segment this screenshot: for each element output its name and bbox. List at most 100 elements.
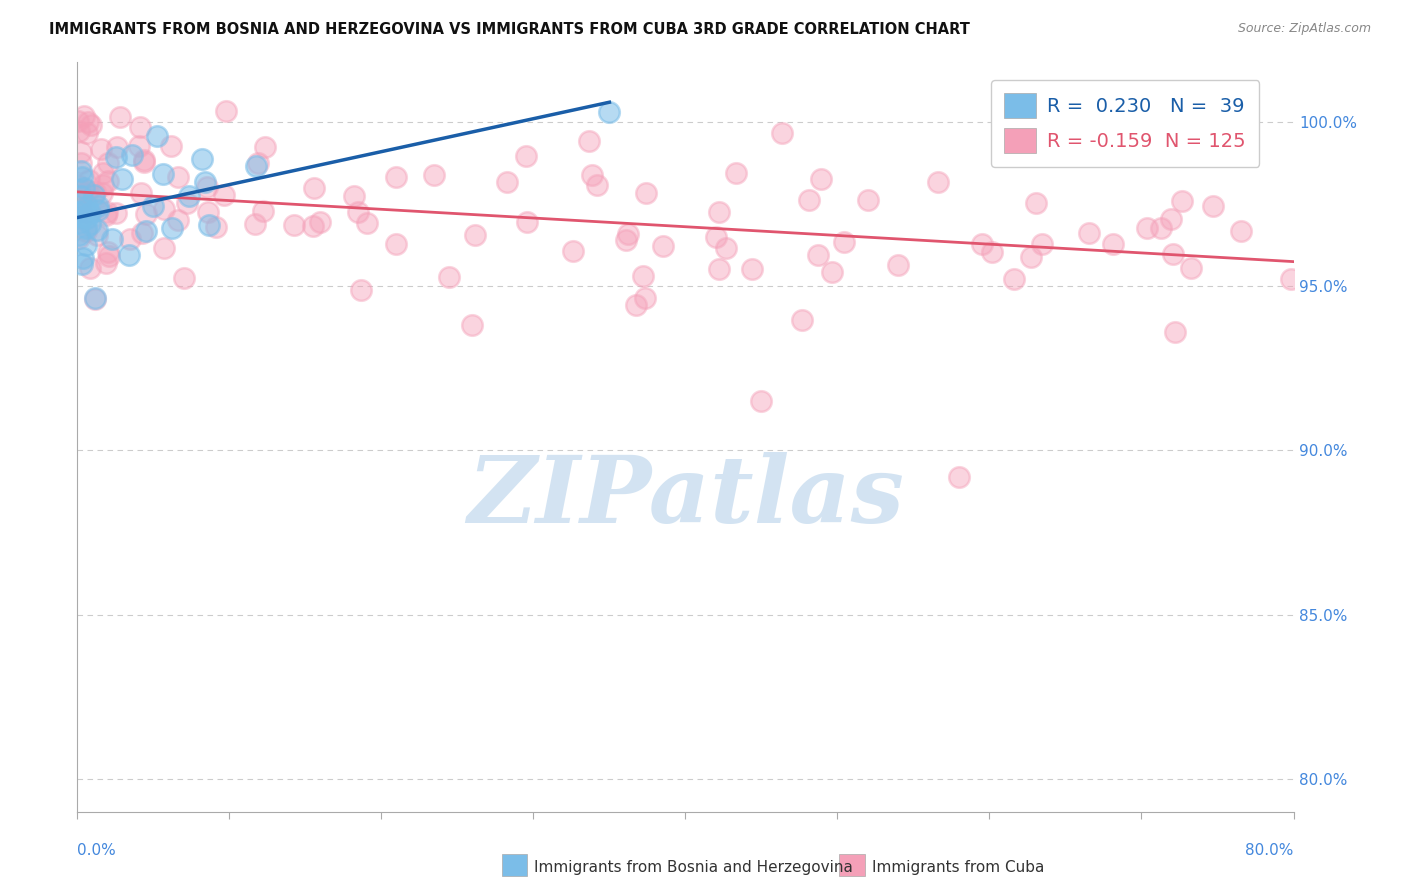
Point [346,205,368,219]
Point [76,211,98,225]
Point [67,178,90,192]
Point [562,244,585,258]
Point [614,233,637,247]
Point [205,219,228,234]
Point [87,203,110,218]
Point [69,183,91,197]
Point [131,226,153,240]
Point [91,186,114,201]
Point [91,178,114,193]
Point [245,160,267,174]
Point [792,312,814,326]
Point [118,231,141,245]
Point [75,238,97,252]
Point [87,199,110,213]
Point [76,126,98,140]
Point [129,120,152,135]
Point [77,184,100,198]
Point [67,216,90,230]
Point [135,207,157,221]
Point [67,205,90,219]
Point [75,203,97,218]
Point [90,142,112,156]
Point [1230,224,1253,238]
Point [145,129,167,144]
Point [91,165,114,179]
Point [385,170,408,185]
Point [1171,194,1194,209]
Point [247,156,270,170]
Point [1202,199,1225,213]
Point [73,180,96,194]
Point [1279,272,1302,286]
Point [75,221,97,235]
Point [111,171,134,186]
Point [856,193,879,207]
Point [166,213,188,227]
Point [927,175,949,189]
Point [1019,250,1042,264]
Text: 80.0%: 80.0% [1246,843,1294,858]
Point [636,186,658,200]
Point [70,203,93,218]
Point [96,204,118,219]
Point [516,214,538,228]
Point [972,237,994,252]
Point [598,104,620,119]
Point [94,256,117,270]
Point [84,293,107,307]
Point [73,109,96,123]
Point [128,138,150,153]
Point [309,214,332,228]
Point [253,139,276,153]
Point [1077,226,1099,240]
Point [105,150,128,164]
Point [581,168,603,182]
Point [121,148,143,162]
Point [98,249,121,263]
Point [72,210,94,224]
Point [1150,220,1173,235]
Text: Immigrants from Bosnia and Herzegovina: Immigrants from Bosnia and Herzegovina [534,860,853,874]
Point [724,165,747,179]
Point [79,206,101,220]
Text: IMMIGRANTS FROM BOSNIA AND HERZEGOVINA VS IMMIGRANTS FROM CUBA 3RD GRADE CORRELA: IMMIGRANTS FROM BOSNIA AND HERZEGOVINA V… [49,22,970,37]
Point [751,393,773,408]
Point [1025,195,1047,210]
Legend: R =  0.230   N =  39, R = -0.159  N = 125: R = 0.230 N = 39, R = -0.159 N = 125 [991,79,1260,167]
Point [350,283,373,297]
Point [67,204,90,219]
Point [887,258,910,272]
Point [1161,247,1184,261]
Point [67,227,90,242]
Point [70,156,93,170]
Point [617,227,640,241]
Point [132,155,155,169]
Point [1002,272,1025,286]
Text: Immigrants from Cuba: Immigrants from Cuba [872,860,1045,874]
Point [84,185,107,199]
Point [301,219,323,234]
Point [1180,260,1202,275]
Point [624,297,647,311]
Point [197,205,219,219]
Point [69,188,91,202]
Point [461,318,484,332]
Point [741,261,763,276]
Point [191,153,214,167]
Point [79,217,101,231]
Point [105,140,128,154]
Point [153,241,176,255]
Point [807,248,830,262]
Point [495,175,517,189]
Point [77,173,100,187]
Point [72,257,94,271]
Point [67,114,90,128]
Point [1031,237,1053,252]
Point [76,114,98,128]
Point [160,220,183,235]
Point [464,228,486,243]
Point [70,170,93,185]
Point [243,217,266,231]
Point [176,196,198,211]
